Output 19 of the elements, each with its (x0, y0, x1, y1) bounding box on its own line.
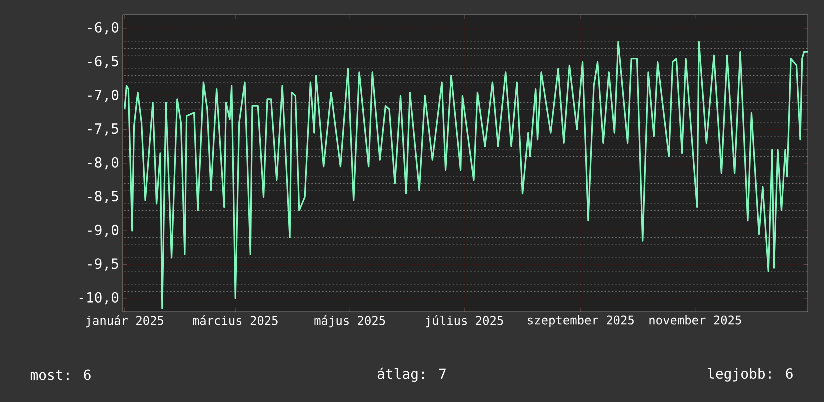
y-tick-label: -10,0 (80, 292, 119, 305)
x-tick-label: november 2025 (650, 316, 742, 325)
x-tick-label: március 2025 (193, 316, 278, 326)
y-tick-label: -7,0 (88, 90, 119, 102)
y-tick-label: -8,5 (88, 191, 118, 204)
text: legjobb: 6 (708, 368, 793, 382)
y-tick-label: -6,0 (88, 22, 119, 35)
y-tick-label: -9,5 (88, 258, 118, 271)
text: most: 6 (30, 370, 91, 380)
x-tick-label: január 2025 (86, 316, 164, 328)
text: átlag: 7 (378, 368, 446, 382)
y-tick-label: -9,0 (88, 224, 119, 238)
line-series (124, 41, 808, 310)
y-tick-label: -8,0 (88, 157, 119, 170)
y-tick-label: -7,5 (88, 124, 118, 136)
x-tick-label: szeptember 2025 (528, 316, 634, 328)
x-tick-label: május 2025 (314, 316, 386, 328)
x-tick-label: július 2025 (426, 316, 504, 328)
y-tick-label: -6,5 (88, 56, 118, 68)
